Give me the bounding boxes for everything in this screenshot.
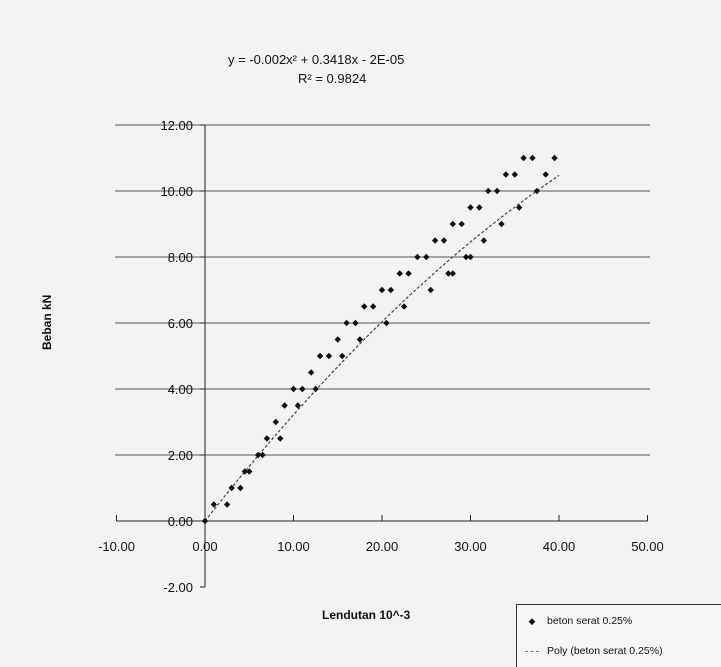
data-point — [387, 286, 395, 294]
data-point — [467, 253, 474, 261]
data-point — [290, 385, 297, 393]
data-point — [383, 319, 390, 327]
legend-entry-points: ◆ beton serat 0.25% — [517, 615, 633, 627]
legend-entry-trendline: Poly (beton serat 0.25%) — [517, 645, 663, 657]
data-point — [400, 303, 408, 310]
data-point — [485, 187, 492, 195]
data-point — [551, 154, 558, 162]
data-point — [445, 270, 452, 277]
x-tick-label: 50.00 — [631, 539, 664, 554]
data-point — [405, 270, 412, 277]
y-tick-label: 8.00 — [168, 250, 193, 265]
equation-text: y = -0.002x² + 0.3418x - 2E-05 — [228, 52, 405, 67]
data-point — [493, 187, 501, 195]
data-point — [529, 154, 536, 162]
data-point — [511, 171, 518, 178]
diamond-marker-icon: ◆ — [528, 615, 536, 626]
dashed-line-icon — [525, 650, 539, 652]
data-point — [440, 237, 448, 244]
data-point — [458, 220, 465, 228]
legend-label-trendline: Poly (beton serat 0.25%) — [547, 645, 663, 657]
data-point — [312, 385, 319, 393]
data-point — [343, 319, 350, 327]
tick-labels: -10.00 0.00 10.00 20.00 30.00 40.00 50.00 -2.00… — [98, 118, 664, 595]
data-point — [294, 402, 302, 409]
data-point — [378, 286, 386, 294]
data-point — [352, 319, 359, 327]
y-tick-label: 10.00 — [160, 184, 193, 199]
trendline-path — [204, 174, 560, 522]
data-point — [502, 171, 510, 178]
x-tick-label: 20.00 — [366, 539, 399, 554]
data-point — [361, 303, 368, 310]
data-point — [281, 402, 288, 409]
data-point — [542, 171, 549, 178]
data-point — [414, 253, 421, 261]
legend-label-points: beton serat 0.25% — [547, 615, 633, 627]
data-point — [325, 352, 333, 360]
data-point — [277, 435, 284, 442]
data-point — [223, 501, 231, 508]
data-point — [272, 418, 279, 426]
data-point — [427, 286, 434, 294]
data-point — [467, 204, 474, 211]
data-point — [449, 220, 456, 228]
data-point — [515, 204, 523, 211]
data-point — [369, 303, 377, 310]
data-point — [480, 237, 487, 244]
data-point — [241, 468, 249, 475]
data-point — [316, 352, 324, 360]
y-tick-label: -2.00 — [163, 580, 193, 595]
axes — [116, 124, 648, 588]
y-tick-label: 6.00 — [168, 316, 193, 331]
data-point — [210, 501, 218, 508]
data-point — [259, 451, 266, 459]
x-tick-label: -10.00 — [98, 539, 135, 554]
y-axis-label: Beban kN — [40, 294, 54, 350]
x-tick-label: 10.00 — [277, 539, 310, 554]
data-point — [498, 220, 505, 228]
x-tick-label: 40.00 — [543, 539, 576, 554]
data-point — [299, 385, 306, 393]
data-point — [356, 336, 364, 343]
data-point — [476, 204, 483, 211]
data-point — [228, 484, 235, 492]
r-squared-text: R² = 0.9824 — [298, 71, 367, 86]
y-tick-label: 2.00 — [168, 448, 193, 463]
data-point — [396, 270, 403, 277]
trendline — [204, 174, 560, 522]
y-tick-label: 0.00 — [168, 514, 193, 529]
x-tick-label: 30.00 — [454, 539, 487, 554]
data-point — [246, 468, 253, 475]
data-point — [201, 517, 209, 525]
data-point — [237, 484, 244, 492]
x-tick-label: 0.00 — [192, 539, 217, 554]
data-point — [334, 336, 341, 343]
data-point — [520, 154, 527, 162]
data-point — [338, 352, 346, 360]
data-point — [431, 237, 439, 244]
x-axis-label: Lendutan 10^-3 — [322, 608, 411, 622]
trendline-equation: y = -0.002x² + 0.3418x - 2E-05 R² = 0.98… — [228, 52, 488, 86]
data-point — [263, 435, 271, 442]
data-point — [462, 253, 470, 261]
y-tick-label: 4.00 — [168, 382, 193, 397]
data-point — [533, 187, 541, 195]
data-point — [308, 369, 315, 376]
data-point — [254, 451, 262, 459]
data-point — [423, 253, 430, 261]
legend: ◆ beton serat 0.25% Poly (beton serat 0.… — [516, 604, 721, 667]
data-point — [449, 270, 456, 277]
y-tick-label: 12.00 — [160, 118, 193, 133]
data-points — [201, 154, 558, 525]
